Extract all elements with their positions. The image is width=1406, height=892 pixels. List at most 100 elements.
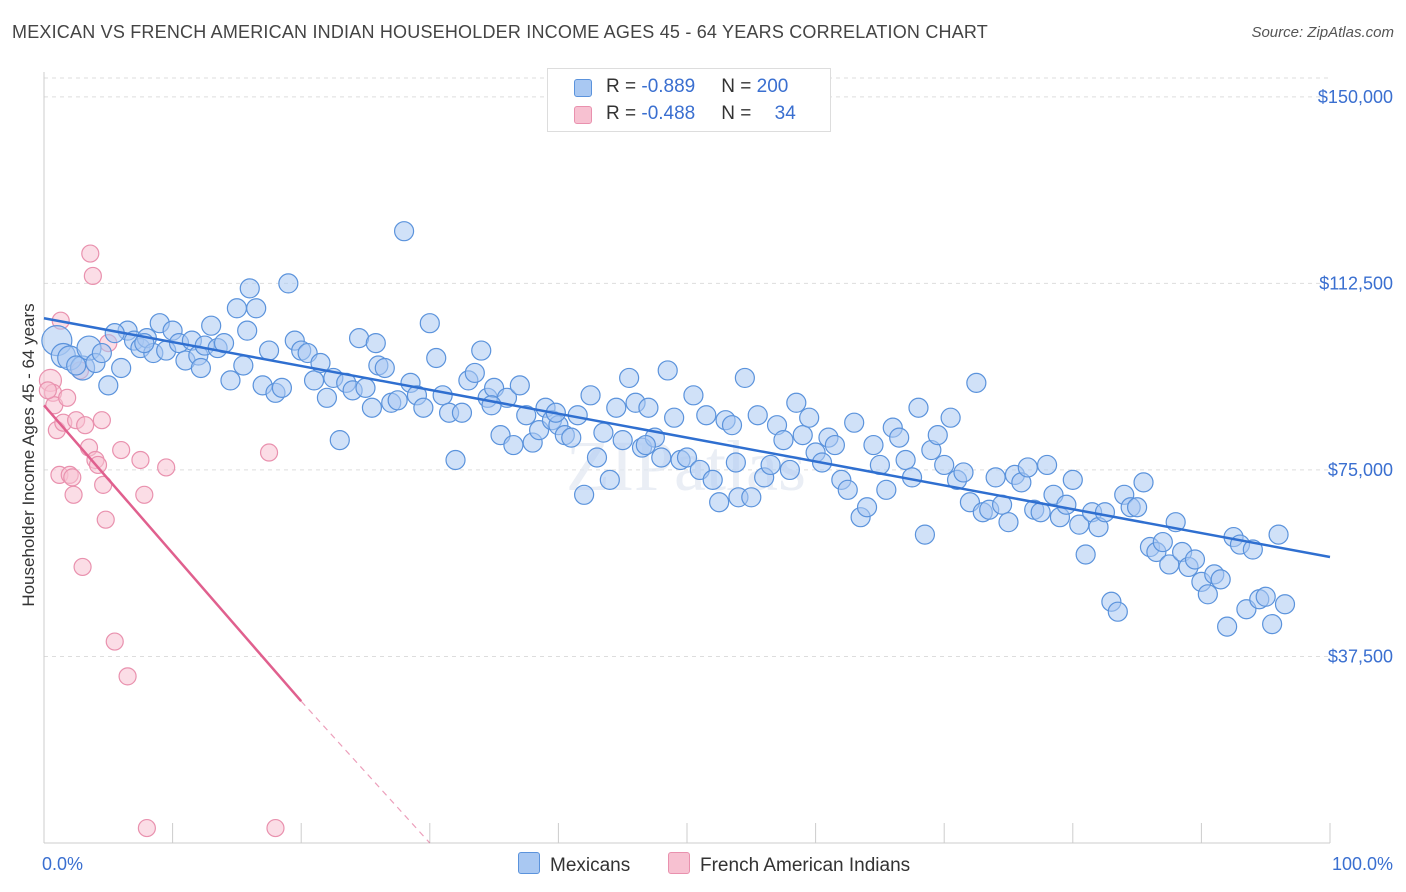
mexicans-point bbox=[220, 370, 241, 391]
mexicans-point bbox=[303, 370, 325, 391]
mexicans-point bbox=[1159, 554, 1180, 575]
french-american-indians-point bbox=[64, 485, 83, 504]
mexicans-point bbox=[799, 407, 820, 428]
mexicans-point bbox=[856, 497, 878, 518]
mexicans-point bbox=[201, 315, 222, 336]
mexicans-point bbox=[1197, 584, 1218, 605]
mexicans-point bbox=[66, 355, 87, 376]
mexicans-point bbox=[190, 357, 211, 379]
mexicans-point bbox=[374, 357, 395, 379]
french-american-indians-points bbox=[38, 244, 285, 838]
mexicans-point bbox=[561, 427, 582, 448]
source-label: Source: ZipAtlas.com bbox=[1251, 24, 1394, 41]
mexicans-point bbox=[651, 447, 672, 468]
mexicans-point bbox=[237, 320, 258, 341]
mexicans-point bbox=[824, 434, 845, 456]
legend-item-french[interactable]: French American Indians bbox=[668, 852, 910, 877]
mexicans-point bbox=[91, 342, 112, 364]
mexicans-point bbox=[676, 447, 698, 468]
mexicans-point bbox=[471, 340, 492, 361]
mexicans-point bbox=[246, 298, 267, 319]
mexicans-point bbox=[773, 429, 794, 451]
french-trend-line bbox=[43, 404, 303, 703]
mexicans-point bbox=[914, 524, 936, 545]
mexicans-point bbox=[940, 407, 961, 428]
mexicans-point bbox=[111, 357, 132, 379]
mexicans-point bbox=[432, 385, 453, 406]
mexicans-point bbox=[226, 298, 247, 319]
legend-item-mexicans[interactable]: Mexicans bbox=[518, 852, 630, 877]
french-american-indians-point bbox=[266, 818, 285, 838]
mexicans-point bbox=[426, 347, 447, 369]
mexicans-point bbox=[1255, 586, 1276, 607]
mexicans-point bbox=[1094, 502, 1116, 523]
mexicans-point bbox=[702, 469, 723, 490]
mexicans-point bbox=[709, 492, 730, 513]
french-legend-label: French American Indians bbox=[700, 855, 911, 876]
mexicans-point bbox=[503, 434, 524, 456]
mexicans-point bbox=[966, 372, 987, 393]
mexicans-point bbox=[451, 402, 473, 423]
mexicans-point bbox=[481, 395, 502, 416]
mexicans-points bbox=[41, 221, 1296, 637]
mexicans-point bbox=[278, 273, 299, 294]
chart-title: MEXICAN VS FRENCH AMERICAN INDIAN HOUSEH… bbox=[12, 22, 988, 42]
trend-lines bbox=[43, 316, 1331, 844]
mexicans-point bbox=[464, 362, 485, 384]
mexicans-point bbox=[258, 340, 280, 361]
french-american-indians-point bbox=[92, 411, 111, 430]
mexicans-point bbox=[953, 462, 974, 483]
mexicans-point bbox=[355, 377, 376, 398]
mexicans-point bbox=[593, 422, 614, 443]
mexicans-point bbox=[419, 313, 440, 334]
mexicans-point bbox=[734, 367, 755, 389]
mexicans-point bbox=[1217, 616, 1238, 637]
mexicans-legend-swatch bbox=[518, 852, 540, 874]
mexicans-point bbox=[348, 328, 370, 349]
mexicans-legend-text: R = -0.889 N = 200 bbox=[606, 76, 789, 97]
mexicans-point bbox=[985, 467, 1006, 488]
mexicans-point bbox=[1069, 514, 1090, 535]
correlation-legend: R = -0.889 N = 200 R = -0.488 N = 34 bbox=[547, 68, 831, 132]
mexicans-point bbox=[696, 405, 717, 426]
mexicans-point bbox=[329, 429, 350, 451]
french-american-indians-point bbox=[157, 458, 176, 477]
mexicans-point bbox=[1268, 524, 1289, 545]
french-trend-line-extension bbox=[300, 700, 431, 844]
mexicans-point bbox=[1152, 531, 1173, 553]
french-american-indians-point bbox=[81, 244, 100, 263]
mexicans-point bbox=[664, 407, 685, 428]
tick-labels: $37,500 $75,000 $112,500 $150,000 0.0% 100.0% bbox=[42, 87, 1393, 874]
mexicans-point bbox=[445, 449, 466, 471]
mexicans-point bbox=[316, 387, 338, 408]
mexicans-point bbox=[934, 454, 955, 476]
mexicans-point bbox=[741, 487, 762, 508]
y-tick-label-0: $37,500 bbox=[1328, 646, 1393, 666]
mexicans-point bbox=[586, 447, 608, 468]
mexicans-point bbox=[98, 375, 119, 396]
mexicans-point bbox=[612, 429, 633, 451]
mexicans-point bbox=[574, 484, 595, 505]
french-r-value: -0.488 bbox=[641, 103, 696, 124]
mexicans-point bbox=[1036, 454, 1058, 476]
mexicans-point bbox=[638, 397, 659, 418]
mexicans-point bbox=[792, 425, 813, 446]
french-legend-text: R = -0.488 N = 34 bbox=[606, 103, 796, 124]
mexicans-point bbox=[1126, 497, 1148, 518]
mexicans-point bbox=[1107, 601, 1128, 622]
mexicans-point bbox=[895, 449, 916, 471]
mexicans-point bbox=[509, 375, 530, 396]
mexicans-r-value: -0.889 bbox=[641, 76, 696, 97]
y-axis-title: Householder Income Ages 45 - 64 years bbox=[19, 303, 38, 606]
mexicans-point bbox=[747, 405, 768, 426]
mexicans-point bbox=[1210, 569, 1231, 590]
mexicans-point bbox=[1184, 549, 1206, 570]
french-n-value: 34 bbox=[774, 103, 796, 124]
mexicans-point bbox=[725, 452, 746, 473]
mexicans-point bbox=[837, 479, 858, 500]
mexicans-point bbox=[361, 397, 383, 418]
x-tick-label-0: 0.0% bbox=[42, 854, 83, 874]
french-american-indians-point bbox=[135, 485, 154, 504]
mexicans-point bbox=[786, 392, 807, 413]
mexicans-point bbox=[635, 434, 656, 456]
